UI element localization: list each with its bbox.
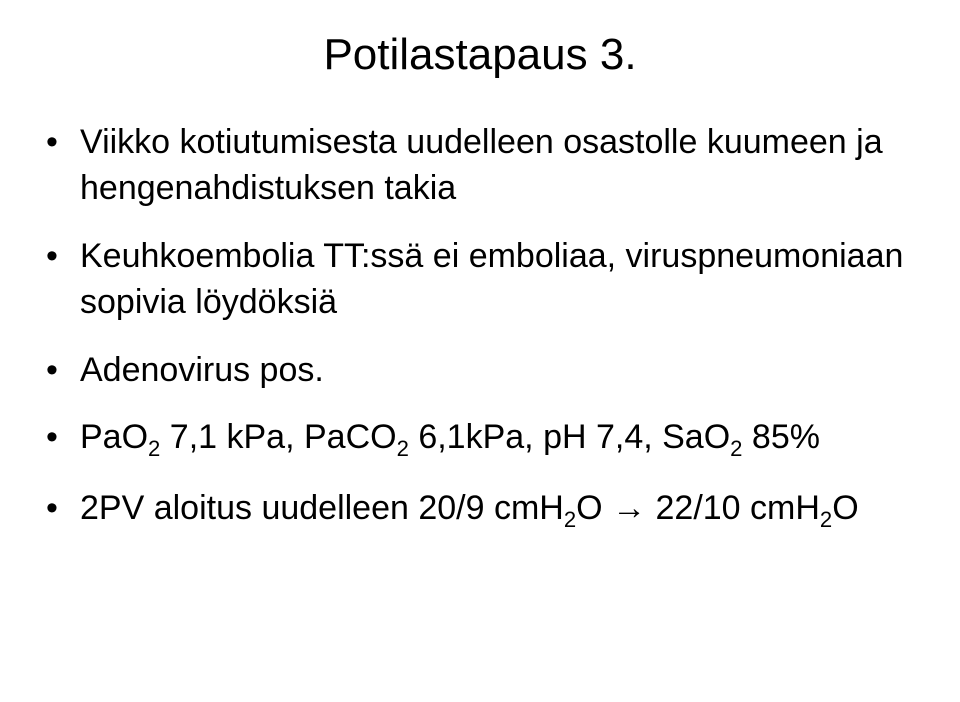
bullet-text: Keuhkoembolia TT:ssä ei emboliaa, virusp…: [80, 237, 903, 321]
subscript: 2: [820, 507, 832, 532]
bullet-item: Adenovirus pos.: [40, 348, 920, 394]
subscript: 2: [148, 436, 160, 461]
subscript: 2: [564, 507, 576, 532]
slide-title: Potilastapaus 3.: [40, 30, 920, 80]
bullet-item: 2PV aloitus uudelleen 20/9 cmH2O → 22/10…: [40, 486, 920, 535]
bullet-text: 85%: [742, 418, 820, 456]
bullet-list: Viikko kotiutumisesta uudelleen osastoll…: [40, 120, 920, 535]
bullet-text: O: [832, 489, 858, 527]
bullet-item: Viikko kotiutumisesta uudelleen osastoll…: [40, 120, 920, 212]
bullet-text: 22/10 cmH: [646, 489, 820, 527]
bullet-text: Adenovirus pos.: [80, 351, 324, 389]
subscript: 2: [397, 436, 409, 461]
bullet-text: Viikko kotiutumisesta uudelleen osastoll…: [80, 123, 883, 207]
subscript: 2: [730, 436, 742, 461]
slide: Potilastapaus 3. Viikko kotiutumisesta u…: [0, 0, 960, 702]
bullet-item: Keuhkoembolia TT:ssä ei emboliaa, virusp…: [40, 234, 920, 326]
bullet-item: PaO2 7,1 kPa, PaCO2 6,1kPa, pH 7,4, SaO2…: [40, 415, 920, 464]
arrow-icon: →: [612, 489, 646, 527]
bullet-text: 7,1 kPa, PaCO: [160, 418, 396, 456]
bullet-text: O: [576, 489, 612, 527]
bullet-text: PaO: [80, 418, 148, 456]
bullet-text: 2PV aloitus uudelleen 20/9 cmH: [80, 489, 564, 527]
bullet-text: 6,1kPa, pH 7,4, SaO: [409, 418, 730, 456]
